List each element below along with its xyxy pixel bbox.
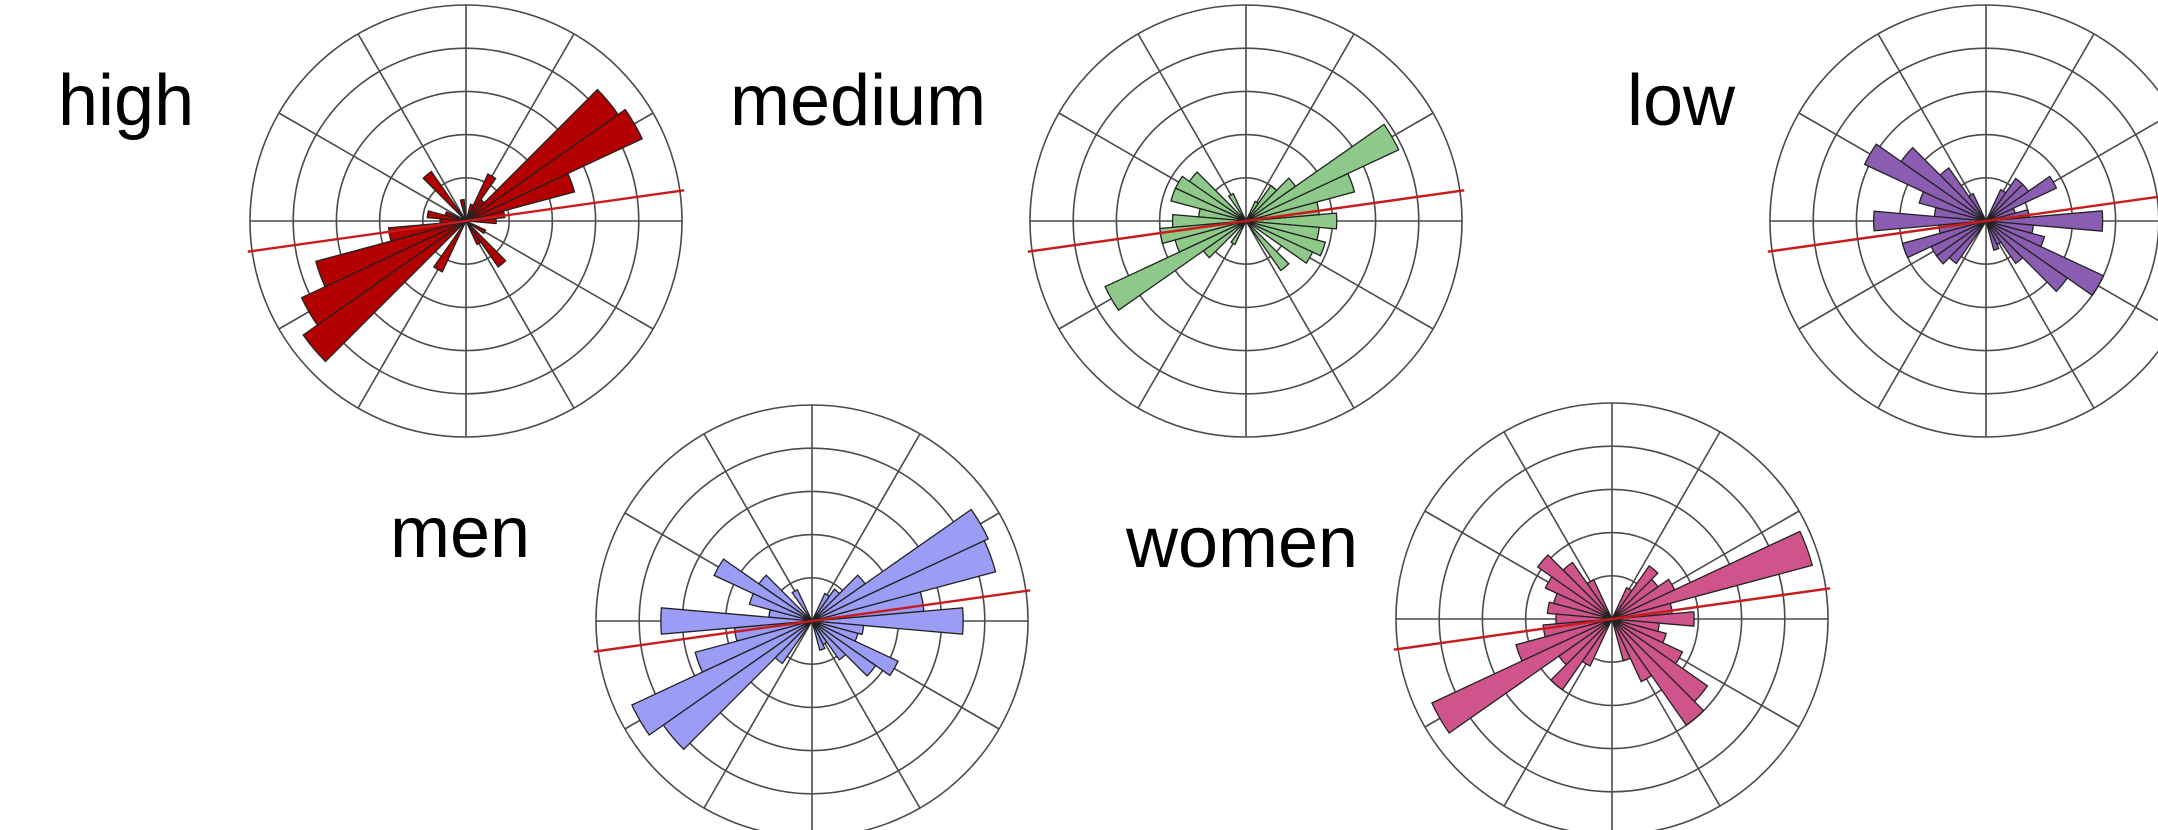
petal-340deg [1245,220,1327,257]
petal-220deg [1202,220,1247,259]
panel-label-medium: medium [730,61,986,141]
panel-label-high: high [58,61,194,141]
petal-160deg [748,592,813,622]
petal-0deg [1245,212,1338,230]
petal-0deg [811,607,964,635]
petal-220deg [662,620,813,751]
petal-70deg [465,203,475,222]
grid-spoke [1137,220,1247,409]
petal-240deg [1230,220,1247,246]
petal-60deg [1245,200,1260,222]
petal-30deg [1985,175,2058,222]
petal-210deg [1104,220,1247,312]
panel-label-men: men [390,493,530,573]
petal-320deg [1611,618,1709,703]
petal-210deg [1431,618,1613,734]
petal-60deg [1985,188,2007,222]
grid-spoke [811,620,921,809]
petal-350deg [1985,220,2035,235]
petal-340deg [1611,618,1667,644]
petal-350deg [1611,618,1661,633]
petal-350deg [811,620,865,636]
petal-100deg [459,198,467,222]
petal-60deg [1611,586,1633,620]
grid-spoke [703,620,813,809]
petal-180deg [660,607,813,635]
petal-330deg [465,220,487,235]
petal-150deg [1544,575,1613,620]
grid-spoke [1877,220,1987,409]
petal-170deg [426,210,467,222]
petal-50deg [1611,564,1659,620]
petal-230deg [1948,220,1987,265]
grid-spoke [278,112,467,222]
petal-130deg [422,170,467,222]
grid-spoke [1985,220,2095,409]
petal-0deg [1985,210,2104,232]
petal-30deg [811,508,990,622]
petal-120deg [1227,192,1247,222]
grid-spoke [1245,220,1355,409]
rose-men [593,404,1031,830]
petal-310deg [465,220,507,268]
petal-160deg [1170,187,1247,222]
petal-220deg [1935,220,1987,265]
petal-150deg [1863,143,1987,222]
petal-0deg [1611,611,1695,627]
grid-spoke [465,220,575,409]
petal-240deg [432,220,467,273]
petal-50deg [1985,177,2024,222]
rose-medium [1027,4,1465,438]
petal-50deg [811,588,841,622]
petal-120deg [791,588,813,622]
petal-240deg [1581,618,1613,667]
grid-spoke [1611,431,1721,620]
petal-40deg [465,88,620,222]
mean-direction-line [1027,189,1465,253]
rose-plots [247,4,2158,830]
grid-spoke [1137,33,1247,222]
petal-180deg [1873,210,1987,232]
petal-50deg [1245,184,1278,222]
petal-140deg [1536,553,1613,620]
petal-150deg [713,558,813,622]
grid-spoke [1877,33,1987,222]
petal-210deg [631,620,813,736]
mean-direction-line [1393,587,1831,651]
petal-230deg [1549,618,1613,691]
petal-340deg [1985,220,2046,248]
grid-spoke [1245,33,1355,222]
rose-high [247,4,685,438]
petal-330deg [1985,220,2105,297]
petal-230deg [774,620,813,665]
petal-30deg [465,108,644,222]
grid-spoke [1985,33,2095,222]
petal-60deg [465,173,497,222]
petal-40deg [1245,177,1297,222]
mean-direction-line [593,589,1031,653]
grid-spoke [703,433,813,622]
petal-30deg [1611,578,1676,620]
petal-310deg [1611,618,1705,727]
petal-310deg [1245,220,1290,272]
petal-330deg [1611,618,1684,665]
petal-160deg [1918,190,1987,222]
grid-spoke [465,220,654,330]
rose-women [1393,402,1831,830]
mean-direction-line [1767,195,2158,253]
petal-350deg [1245,220,1320,241]
rose-low [1767,4,2158,438]
grid-spoke [357,33,467,222]
petal-330deg [811,620,899,677]
petal-20deg [1611,530,1814,620]
mean-direction-line [247,189,685,253]
petal-220deg [302,220,467,363]
petal-30deg [1245,123,1400,222]
panel-label-women: women [1125,503,1358,583]
grid-spoke [811,433,921,622]
petal-40deg [811,574,867,622]
petal-60deg [811,592,831,622]
panel-label-low: low [1627,61,1736,141]
